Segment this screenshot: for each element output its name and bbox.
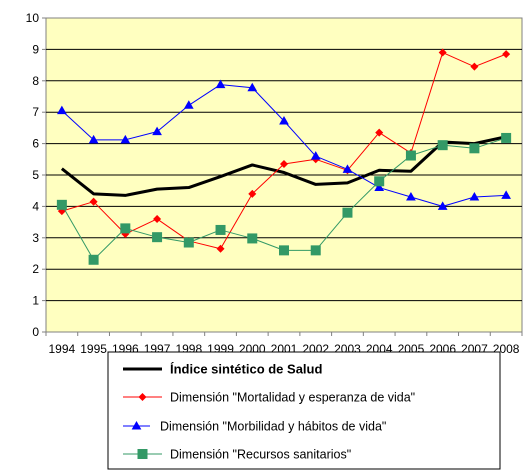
y-tick-label: 5	[32, 168, 39, 182]
data-point	[438, 48, 447, 57]
x-tick-label: 1995	[80, 342, 107, 356]
series-4	[56, 132, 512, 265]
data-point	[279, 115, 289, 125]
data-point	[57, 207, 66, 216]
series-3	[57, 79, 511, 210]
data-point	[153, 214, 162, 223]
data-point	[88, 254, 99, 265]
legend-marker	[131, 420, 142, 430]
data-point	[470, 62, 479, 71]
legend-box	[107, 351, 501, 470]
data-point	[406, 191, 416, 201]
y-tick-label: 8	[32, 74, 39, 88]
data-point	[501, 132, 512, 143]
data-point	[437, 140, 448, 151]
y-tick-label: 3	[32, 231, 39, 245]
data-point	[247, 82, 258, 92]
data-point	[183, 100, 194, 109]
y-tick-label: 2	[32, 262, 39, 276]
y-tick-label: 6	[32, 137, 39, 151]
data-point	[215, 224, 226, 235]
x-tick-label: 1994	[49, 342, 76, 356]
data-point	[374, 176, 385, 187]
data-point	[120, 223, 131, 234]
legend-item: Dimensión "Recursos sanitarios"	[123, 448, 351, 462]
legend-label: Dimensión "Morbilidad y hábitos de vida"	[160, 420, 386, 434]
data-point	[469, 143, 480, 154]
series-group	[56, 48, 512, 265]
data-point	[502, 50, 511, 59]
series-line	[60, 135, 507, 197]
y-tick-label: 7	[32, 105, 39, 119]
data-point	[342, 207, 353, 218]
y-tick-label: 9	[32, 42, 39, 56]
data-point	[405, 150, 416, 161]
legend: Índice sintético de Salud Dimensión "Mort…	[107, 351, 501, 470]
y-tick-label: 0	[32, 325, 39, 339]
data-point	[183, 237, 194, 248]
data-point	[310, 151, 321, 160]
data-point	[152, 126, 162, 136]
data-point	[120, 134, 131, 144]
legend-label: Índice sintético de Salud	[170, 362, 322, 377]
data-point	[310, 245, 321, 256]
series-1	[60, 135, 507, 197]
data-point	[279, 245, 289, 256]
legend-marker	[137, 449, 148, 459]
data-point	[152, 232, 163, 243]
y-tick-label: 4	[32, 199, 39, 213]
data-point	[216, 244, 225, 253]
legend-item: Dimensión "Morbilidad y hábitos de vida"	[123, 420, 386, 434]
data-point	[342, 164, 353, 173]
data-point	[57, 105, 67, 115]
data-point	[56, 199, 67, 210]
data-point	[501, 190, 511, 199]
data-point	[374, 182, 385, 192]
legend-item: Índice sintético de Salud	[123, 362, 322, 377]
y-tick-label: 1	[32, 294, 39, 308]
data-point	[89, 197, 98, 206]
data-point	[437, 201, 448, 210]
legend-marker	[138, 392, 147, 402]
data-point	[469, 191, 480, 201]
data-point	[88, 134, 99, 144]
legend-item: Dimensión "Mortalidad y esperanza de vid…	[123, 391, 415, 405]
legend-label: Dimensión "Recursos sanitarios"	[170, 448, 351, 462]
data-point	[279, 160, 289, 169]
y-tick-label: 10	[26, 11, 40, 25]
data-point	[375, 128, 384, 137]
data-point	[215, 79, 226, 89]
data-point	[247, 233, 258, 244]
data-point	[248, 189, 257, 198]
legend-label: Dimensión "Mortalidad y esperanza de vid…	[170, 391, 415, 405]
